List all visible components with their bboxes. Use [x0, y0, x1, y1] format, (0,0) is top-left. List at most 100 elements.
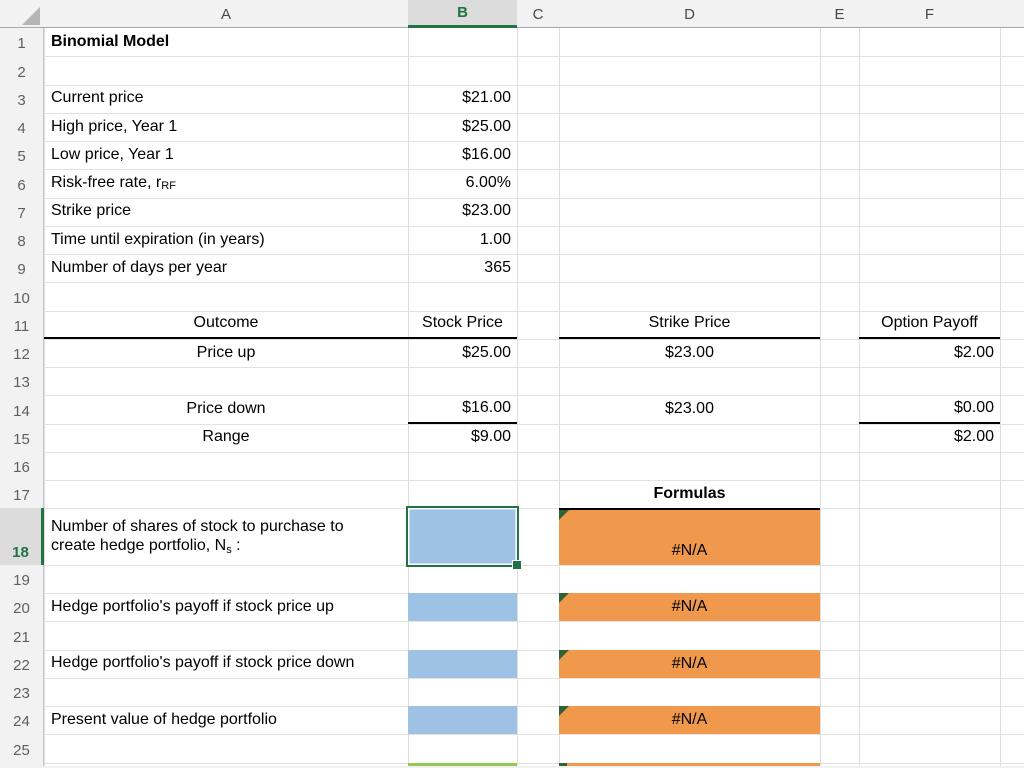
cell-b3-value[interactable]: $21.00 — [462, 89, 511, 107]
row-header-15[interactable]: 15 — [13, 430, 30, 448]
hedge-shares-label: Number of shares of stock to purchase to… — [51, 518, 344, 556]
gridline — [408, 0, 409, 766]
cell-d17-formulas-header[interactable]: Formulas — [653, 484, 726, 502]
cell-a11-outcome-header[interactable]: Outcome — [44, 311, 408, 339]
row-header-20[interactable]: 20 — [13, 600, 30, 618]
risk-free-subscript: RF — [161, 180, 176, 193]
cell-a22-label[interactable]: Hedge portfolio's payoff if stock price … — [51, 654, 355, 672]
row-header-22[interactable]: 22 — [13, 656, 30, 674]
formula-flag-icon — [559, 510, 569, 521]
gridline — [820, 0, 821, 766]
cell-a24-label[interactable]: Present value of hedge portfolio — [51, 710, 277, 728]
row-header-strip — [0, 28, 44, 766]
row-header-24[interactable]: 24 — [13, 713, 30, 731]
cell-b26-input-sliver[interactable] — [408, 762, 517, 766]
na-value: #N/A — [671, 654, 708, 672]
cell-b20-input[interactable] — [408, 593, 517, 622]
row-header-10[interactable]: 10 — [13, 289, 30, 307]
cell-b8-value[interactable]: 1.00 — [479, 230, 511, 248]
row-header-4[interactable]: 4 — [17, 120, 26, 137]
row-header-19[interactable]: 19 — [13, 572, 30, 589]
gridline — [0, 451, 1024, 453]
risk-free-label: Risk-free rate, r — [51, 174, 162, 192]
cell-b24-input[interactable] — [408, 706, 517, 735]
row-header-5[interactable]: 5 — [17, 148, 26, 166]
cell-b14-stock[interactable]: $16.00 — [408, 395, 517, 424]
cell-a20-label[interactable]: Hedge portfolio's payoff if stock price … — [51, 597, 334, 615]
cell-d11-strikeprice-header[interactable]: Strike Price — [559, 311, 820, 339]
cell-a4-label[interactable]: High price, Year 1 — [51, 117, 178, 135]
column-header-c[interactable]: C — [532, 5, 544, 23]
row-header-14[interactable]: 14 — [13, 402, 30, 420]
cell-b7-value[interactable]: $23.00 — [462, 202, 511, 220]
row-header-23[interactable]: 23 — [13, 685, 30, 702]
cell-d24-formula-result[interactable]: #N/A — [559, 706, 820, 735]
row-header-8[interactable]: 8 — [17, 233, 26, 250]
cell-d22-formula-result[interactable]: #N/A — [559, 649, 820, 678]
row-header-11[interactable]: 11 — [13, 317, 30, 335]
cell-d14-strike[interactable]: $23.00 — [665, 400, 714, 418]
cell-b6-value[interactable]: 6.00% — [465, 174, 511, 192]
cell-f14-payoff[interactable]: $0.00 — [859, 395, 1000, 424]
cell-a12-price-up[interactable]: Price up — [196, 343, 256, 361]
cell-b15-stock[interactable]: $9.00 — [470, 428, 511, 446]
cell-b12-stock[interactable]: $25.00 — [462, 343, 511, 361]
row-header-13[interactable]: 13 — [13, 374, 30, 392]
cell-a6-label[interactable]: Risk-free rate, r RF — [44, 169, 408, 197]
cell-a1-title[interactable]: Binomial Model — [51, 32, 170, 50]
row-header-16[interactable]: 16 — [13, 459, 30, 476]
row-header-25[interactable]: 25 — [13, 741, 30, 759]
cell-a18-label[interactable]: Number of shares of stock to purchase to… — [44, 508, 408, 565]
row-header-3[interactable]: 3 — [17, 91, 26, 109]
gridline — [0, 141, 1024, 142]
cell-a14-price-down[interactable]: Price down — [186, 400, 266, 418]
cell-a9-label[interactable]: Number of days per year — [51, 258, 228, 276]
cell-b9-value[interactable]: 365 — [484, 258, 511, 276]
formula-flag-icon — [559, 593, 569, 603]
gridline — [44, 0, 45, 766]
gridline — [859, 0, 860, 766]
gridline — [0, 169, 1024, 171]
cell-d12-strike[interactable]: $23.00 — [665, 343, 714, 361]
cell-d18-formula-result[interactable]: #N/A — [559, 508, 820, 565]
cell-b11-stockprice-header[interactable]: Stock Price — [408, 311, 517, 339]
cell-b5-value[interactable]: $16.00 — [462, 145, 511, 163]
column-header-f[interactable]: F — [924, 5, 935, 23]
window-bottom-edge — [0, 765, 1024, 768]
gridline — [1000, 0, 1001, 766]
cell-d26-formula-sliver[interactable] — [559, 762, 820, 766]
gridline — [0, 112, 1024, 114]
row-header-6[interactable]: 6 — [17, 176, 26, 194]
row-header-12[interactable]: 12 — [13, 346, 30, 363]
cell-f15-payoff[interactable]: $2.00 — [953, 428, 994, 446]
cell-d20-formula-result[interactable]: #N/A — [559, 593, 820, 622]
select-all-corner[interactable] — [0, 0, 44, 28]
gridline — [0, 282, 1024, 284]
cell-a3-label[interactable]: Current price — [51, 89, 144, 107]
formula-flag-icon — [559, 649, 569, 660]
cell-b22-input[interactable] — [408, 649, 517, 678]
row-header-1[interactable]: 1 — [17, 35, 26, 53]
column-header-b[interactable]: B — [408, 0, 517, 28]
cell-a7-label[interactable]: Strike price — [51, 202, 132, 220]
cell-a8-label[interactable]: Time until expiration (in years) — [51, 230, 265, 248]
column-header-e[interactable]: E — [834, 5, 845, 23]
gridline — [0, 197, 1024, 199]
row-header-2[interactable]: 2 — [17, 63, 26, 81]
row-header-17[interactable]: 17 — [13, 487, 30, 505]
row-header-21[interactable]: 21 — [13, 628, 30, 646]
cell-b4-value[interactable]: $25.00 — [462, 117, 511, 135]
fill-handle[interactable] — [512, 560, 522, 570]
cell-a15-range[interactable]: Range — [202, 428, 250, 446]
row-header-18[interactable]: 18 — [0, 508, 44, 565]
column-header-d[interactable]: D — [684, 5, 695, 23]
row-header-9[interactable]: 9 — [17, 261, 26, 279]
selected-cell-b18[interactable] — [406, 506, 522, 570]
cell-a5-label[interactable]: Low price, Year 1 — [51, 145, 174, 163]
gridline — [0, 621, 1024, 623]
gridline — [0, 677, 1024, 679]
cell-f12-payoff[interactable]: $2.00 — [953, 343, 994, 361]
column-header-a[interactable]: A — [220, 5, 231, 23]
cell-f11-optionpayoff-header[interactable]: Option Payoff — [859, 311, 1000, 339]
row-header-7[interactable]: 7 — [17, 204, 26, 222]
